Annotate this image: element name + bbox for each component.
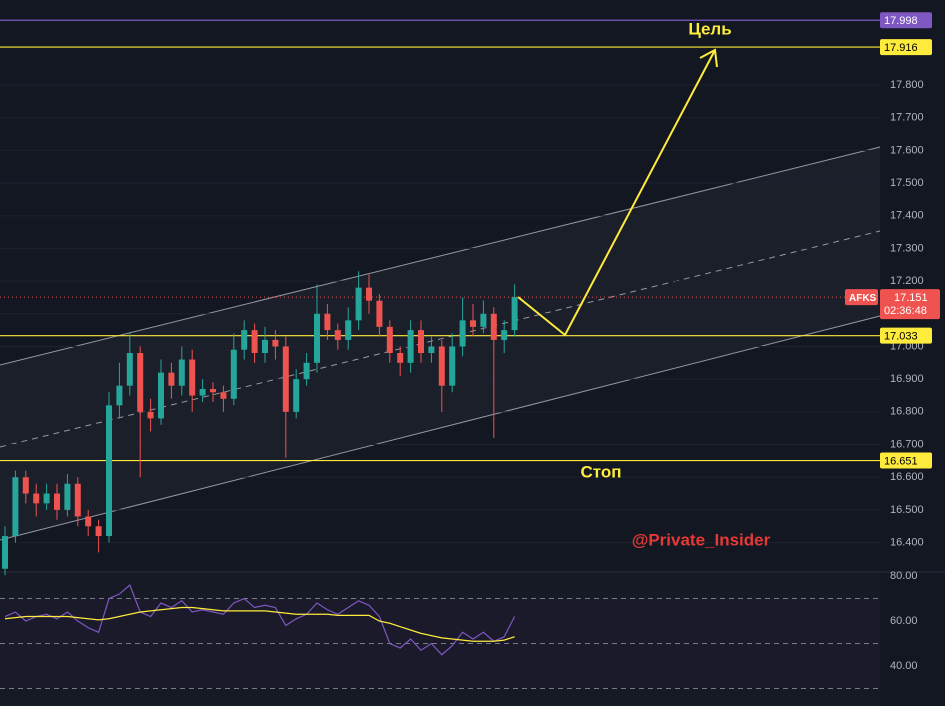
candle-body (480, 313, 487, 327)
candle-body (241, 330, 248, 350)
y-tick-label: 17.700 (890, 112, 924, 124)
y-tick-label: 16.900 (890, 373, 924, 385)
candle-body (64, 483, 71, 510)
target-label: Цель (688, 19, 731, 38)
candle-body (366, 287, 372, 301)
watermark: @Private_Insider (632, 530, 771, 549)
y-tick-label: 17.600 (890, 144, 924, 156)
candle-body (303, 362, 310, 380)
y-tick-label: 16.600 (890, 471, 924, 483)
rsi-line (4, 584, 516, 656)
candle-body (74, 483, 81, 517)
candle-body (33, 493, 40, 504)
candle-body (386, 326, 393, 354)
level-label-bg (880, 452, 932, 469)
candle-body (501, 330, 508, 340)
candle-body (459, 320, 466, 347)
candle-body (355, 287, 362, 321)
candle-body (85, 516, 92, 527)
y-tick-label: 17.800 (890, 79, 924, 91)
y-tick-label: 16.700 (890, 438, 924, 450)
candle-body (470, 320, 476, 327)
arrow-head (699, 48, 718, 68)
level-label: 16.651 (884, 455, 918, 467)
y-tick-label: 17.300 (890, 242, 924, 254)
candle-body (12, 477, 19, 537)
level-label-bg (880, 12, 932, 29)
y-tick-label: 16.800 (890, 406, 924, 418)
rsi-tick-label: 80.00 (890, 570, 918, 582)
candle-body (282, 346, 289, 412)
candle-body (293, 379, 300, 412)
candle-body (511, 297, 518, 331)
candle-body (438, 346, 445, 386)
forecast-arrow (517, 49, 716, 337)
candle-body (428, 346, 435, 354)
candle-body (189, 359, 196, 396)
candle-body (334, 330, 341, 340)
rsi-tick-label: 40.00 (890, 660, 918, 672)
candle-body (147, 411, 154, 419)
candle-body (220, 392, 227, 399)
candle-body (22, 477, 29, 494)
symbol-label: AFKS (849, 293, 877, 304)
y-tick-label: 16.500 (890, 504, 924, 516)
channel-fill (0, 147, 880, 540)
candle-body (314, 313, 320, 363)
candle-body (490, 313, 497, 340)
candle-body (54, 493, 60, 510)
symbol-label-bg (845, 289, 878, 306)
candle-body (126, 353, 133, 386)
candle-body (199, 388, 206, 396)
candle-body (2, 536, 8, 569)
candle-body (168, 372, 175, 386)
candle-body (210, 388, 216, 393)
candle-body (324, 313, 331, 331)
candle-body (272, 339, 279, 347)
candle-body (230, 349, 237, 399)
candle-body (43, 493, 50, 504)
level-label: 17.916 (884, 42, 918, 54)
candle-body (397, 353, 404, 363)
level-label: 17.033 (884, 331, 918, 343)
y-tick-label: 17.500 (890, 177, 924, 189)
candle-body (418, 330, 424, 354)
candle-body (449, 346, 456, 386)
candle-body (106, 405, 112, 537)
price-label: 17.151 (894, 292, 928, 304)
level-label-bg (880, 327, 932, 344)
level-label: 17.998 (884, 15, 918, 27)
price-label-bg (880, 289, 940, 320)
candle-body (178, 359, 185, 386)
candle-body (407, 330, 414, 363)
candle-body (158, 372, 164, 419)
candle-body (137, 353, 144, 412)
candle-body (345, 320, 352, 340)
y-tick-label: 17.400 (890, 210, 924, 222)
candle-body (116, 385, 123, 406)
channel-mid (0, 230, 881, 448)
rsi-tick-label: 60.00 (890, 615, 918, 627)
y-tick-label: 17.200 (890, 275, 924, 287)
candle-body (262, 339, 268, 354)
y-tick-label: 16.400 (890, 536, 924, 548)
rsi-ma-line (4, 606, 515, 642)
channel-lower (0, 315, 881, 541)
stop-label: Стоп (580, 462, 621, 481)
candle-body (251, 330, 258, 354)
candle-body (95, 526, 102, 537)
candle-body (376, 300, 383, 327)
countdown-label: 02:36:48 (884, 305, 927, 317)
level-label-bg (880, 39, 932, 56)
